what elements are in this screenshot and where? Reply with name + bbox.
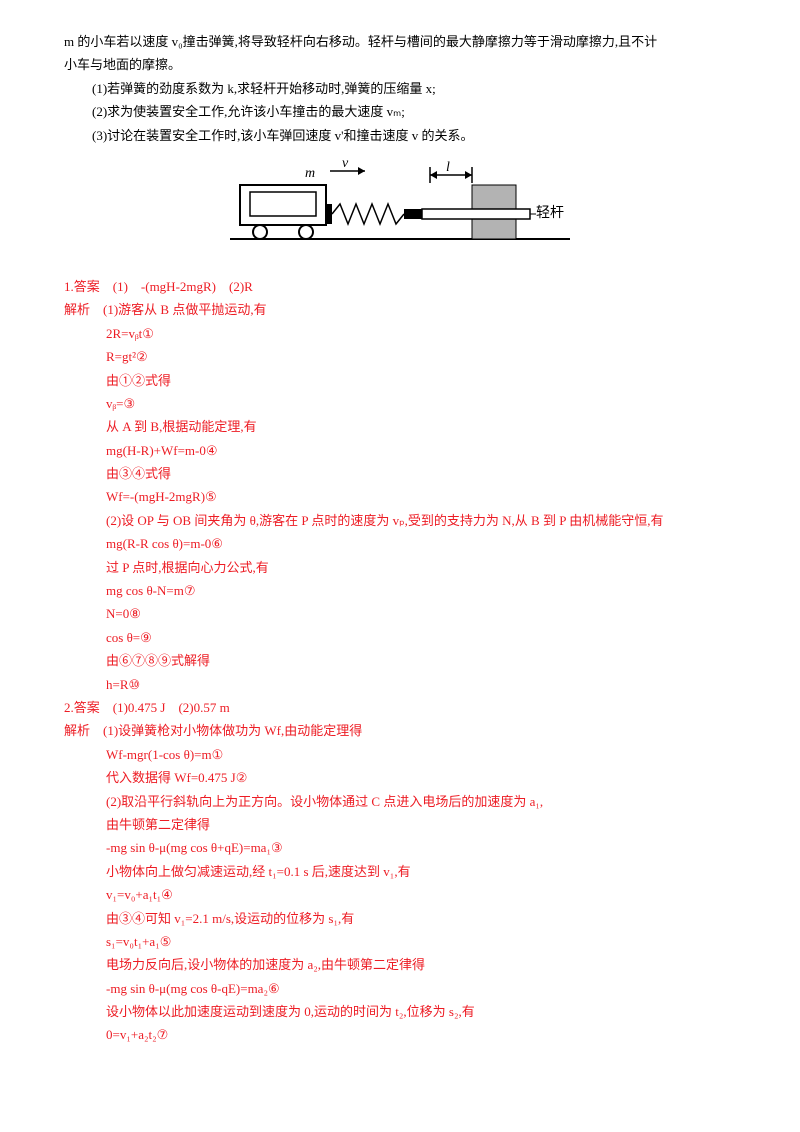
a2-l13: 0=v₁+a₂t₂⑦ xyxy=(64,1023,736,1046)
svg-text:m: m xyxy=(305,166,315,181)
a1-l4: vᵦ=③ xyxy=(64,392,736,415)
svg-text:轻杆: 轻杆 xyxy=(536,205,564,221)
svg-text:v: v xyxy=(342,157,349,171)
a2-l4: 由牛顿第二定律得 xyxy=(64,813,736,836)
problem-q2: (2)求为使装置安全工作,允许该小车撞击的最大速度 vₘ; xyxy=(64,100,736,123)
a1-l12: mg cos θ-N=m⑦ xyxy=(64,579,736,602)
a2-l10: 电场力反向后,设小物体的加速度为 a₂,由牛顿第二定律得 xyxy=(64,953,736,976)
answer1-explain: 解析 (1)游客从 B 点做平抛运动,有 xyxy=(64,298,736,321)
a1-l13: N=0⑧ xyxy=(64,602,736,625)
problem-text-line2: 小车与地面的摩擦。 xyxy=(64,53,736,76)
a1-l7: 由③④式得 xyxy=(64,462,736,485)
a1-l1: 2R=vᵦt① xyxy=(64,322,736,345)
a2-l3: (2)取沿平行斜轨向上为正方向。设小物体通过 C 点进入电场后的加速度为 a₁, xyxy=(64,790,736,813)
a1-l2: R=gt²② xyxy=(64,345,736,368)
a1-l16: h=R⑩ xyxy=(64,673,736,696)
a1-l9: (2)设 OP 与 OB 间夹角为 θ,游客在 P 点时的速度为 vₚ,受到的支… xyxy=(64,509,736,532)
a2-l2: 代入数据得 Wf=0.475 J② xyxy=(64,766,736,789)
a1-l3: 由①②式得 xyxy=(64,369,736,392)
a2-l7: v₁=v₀+a₁t₁④ xyxy=(64,883,736,906)
a2-l1: Wf-mgr(1-cos θ)=m① xyxy=(64,743,736,766)
problem-q3: (3)讨论在装置安全工作时,该小车弹回速度 v'和撞击速度 v 的关系。 xyxy=(64,124,736,147)
a1-l6: mg(H-R)+Wf=m-0④ xyxy=(64,439,736,462)
a1-l14: cos θ=⑨ xyxy=(64,626,736,649)
a2-l5: -mg sin θ-μ(mg cos θ+qE)=ma₁③ xyxy=(64,836,736,859)
answer2-explain: 解析 (1)设弹簧枪对小物体做功为 Wf,由动能定理得 xyxy=(64,719,736,742)
a1-l10: mg(R-R cos θ)=m-0⑥ xyxy=(64,532,736,555)
a2-l9: s₁=v₀t₁+a₁⑤ xyxy=(64,930,736,953)
a1-l15: 由⑥⑦⑧⑨式解得 xyxy=(64,649,736,672)
a2-l12: 设小物体以此加速度运动到速度为 0,运动的时间为 t₂,位移为 s₂,有 xyxy=(64,1000,736,1023)
problem-q1: (1)若弹簧的劲度系数为 k,求轻杆开始移动时,弹簧的压缩量 x; xyxy=(64,77,736,100)
a1-l8: Wf=-(mgH-2mgR)⑤ xyxy=(64,485,736,508)
a1-l11: 过 P 点时,根据向心力公式,有 xyxy=(64,556,736,579)
svg-text:l: l xyxy=(446,160,450,175)
physics-diagram: m v l 轻杆 xyxy=(230,157,570,257)
a2-l11: -mg sin θ-μ(mg cos θ-qE)=ma₂⑥ xyxy=(64,977,736,1000)
a1-l5: 从 A 到 B,根据动能定理,有 xyxy=(64,415,736,438)
problem-text-line1: m 的小车若以速度 v₀撞击弹簧,将导致轻杆向右移动。轻杆与槽间的最大静摩擦力等… xyxy=(64,30,736,53)
a2-l6: 小物体向上做匀减速运动,经 t₁=0.1 s 后,速度达到 v₁,有 xyxy=(64,860,736,883)
answer2-title: 2.答案 (1)0.475 J (2)0.57 m xyxy=(64,696,736,719)
diagram-container: m v l 轻杆 xyxy=(64,157,736,257)
a2-l8: 由③④可知 v₁=2.1 m/s,设运动的位移为 s₁,有 xyxy=(64,907,736,930)
answer1-title: 1.答案 (1) -(mgH-2mgR) (2)R xyxy=(64,275,736,298)
